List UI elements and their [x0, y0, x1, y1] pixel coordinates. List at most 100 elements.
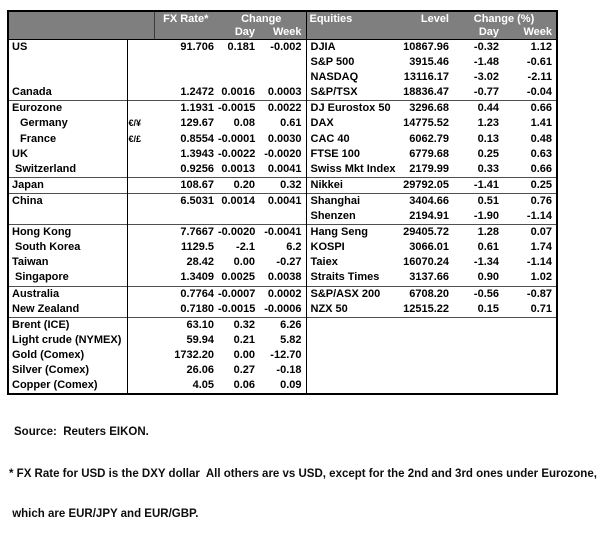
- market-table-body: US 91.706 0.181 -0.002 DJIA 10867.96 -0.32 1.12…: [8, 39, 557, 395]
- country-label: [8, 70, 128, 86]
- table-row: New Zealand 0.7180 -0.0015 -0.0006 NZX 50 125…: [8, 301, 557, 318]
- fx-week-change: -0.27: [259, 255, 307, 271]
- table-row: South Korea 1129.5 -2.1 6.2 KOSPI 3066.01 0.61…: [8, 240, 557, 256]
- fx-rate-value: [154, 70, 218, 85]
- fx-pair-symbol: [127, 176, 154, 194]
- equity-level: 29792.05: [397, 176, 453, 194]
- fx-day-change: [218, 70, 259, 85]
- country-label: [8, 209, 128, 225]
- fx-rate-value: 0.7764: [154, 285, 218, 302]
- equity-label: DJIA: [310, 41, 336, 53]
- fx-day-subheader: Day: [218, 25, 259, 40]
- fx-rate-value: 4.05: [192, 379, 214, 392]
- fx-change-column-header: Change: [218, 11, 306, 26]
- equity-label: Straits Times: [310, 271, 380, 284]
- equity-change-pct-column-header: Change (%): [453, 11, 557, 26]
- equity-label: Swiss Mkt Index: [310, 162, 396, 175]
- table-row: Shenzen 2194.91 -1.90 -1.14: [8, 209, 557, 225]
- fx-pair-symbol: [127, 85, 154, 101]
- equity-level: [397, 378, 453, 394]
- equity-level: 12515.22: [403, 302, 449, 315]
- fx-rate-value: 1.2472: [180, 86, 214, 99]
- footnote-line-1: * FX Rate for USD is the DXY dollar All …: [9, 467, 597, 480]
- fx-pair-symbol: [127, 192, 154, 210]
- equity-level: 3137.66: [409, 271, 449, 284]
- fx-pair-symbol: [127, 270, 154, 286]
- equity-week-change: 1.02: [530, 271, 552, 284]
- equities-column-header: Equities: [305, 11, 397, 26]
- table-row: China 6.5031 0.0014 0.0041 Shanghai 3404.66 0.…: [8, 192, 557, 210]
- equity-day-change: 1.28: [453, 224, 503, 241]
- equity-day-change: -1.48: [473, 56, 499, 69]
- fx-week-change: 0.0041: [259, 192, 307, 210]
- country-label: Australia: [8, 285, 128, 302]
- table-row: Germany €/¥ 129.67 0.08 0.61 DAX 14775.52 1.23 1…: [8, 116, 557, 132]
- equity-week-change: -0.61: [526, 56, 552, 69]
- country-label: Switzerland: [8, 161, 128, 178]
- country-label: Copper (Comex): [8, 378, 128, 395]
- equity-week-change: 0.25: [503, 176, 557, 194]
- equity-label: [306, 316, 397, 333]
- country-label: Light crude (NYMEX): [8, 332, 128, 348]
- equity-level: 16070.24: [403, 256, 449, 269]
- equity-label: FTSE 100: [310, 147, 361, 160]
- table-row: Gold (Comex) 1732.20 0.00 -12.70: [8, 347, 557, 363]
- equity-level: 14775.52: [403, 117, 449, 130]
- equity-day-change: 0.90: [477, 271, 499, 284]
- country-label: UK: [8, 146, 128, 162]
- equity-week-change: 0.66: [503, 100, 557, 117]
- equity-day-change: 0.13: [477, 132, 499, 145]
- equity-level: [397, 333, 453, 348]
- equity-level: 29405.72: [397, 224, 453, 241]
- fx-day-change: -0.0001: [218, 132, 256, 145]
- fx-pair-symbol: [127, 70, 154, 85]
- fx-day-change: 0.181: [227, 41, 255, 53]
- equity-day-change: -1.34: [473, 256, 499, 269]
- fx-pair-symbol: [127, 285, 154, 302]
- country-label: Gold (Comex): [8, 347, 128, 363]
- equity-label: [306, 348, 397, 363]
- equity-label: DJ Eurostox 50: [306, 100, 397, 117]
- equity-label: Hang Seng: [306, 224, 397, 241]
- fx-day-change: 0.06: [233, 379, 255, 392]
- fx-week-change: 6.2: [259, 240, 307, 256]
- fx-day-change: 0.00: [233, 348, 255, 361]
- table-row: S&P 500 3915.46 -1.48 -0.61: [8, 55, 557, 71]
- fx-pair-symbol: [127, 302, 154, 318]
- equity-day-change: -1.90: [473, 210, 499, 223]
- equity-week-change: -0.87: [503, 285, 557, 302]
- equity-label: [306, 333, 397, 348]
- equity-day-change: 1.23: [477, 117, 499, 130]
- fx-rate-value: 0.7180: [180, 302, 214, 315]
- equity-label: S&P/TSX: [310, 86, 358, 99]
- table-row: Taiwan 28.42 0.00 -0.27 Taiex 16070.24 -1.34 -1…: [8, 255, 557, 271]
- fx-week-change: 0.09: [259, 378, 307, 395]
- market-table: FX Rate* Change Equities Level Change (%…: [7, 10, 558, 396]
- fx-week-change: 5.82: [259, 332, 307, 348]
- table-header: FX Rate* Change Equities Level Change (%…: [8, 11, 557, 40]
- table-row: Silver (Comex) 26.06 0.27 -0.18: [8, 362, 557, 379]
- fx-week-change: -0.0041: [259, 224, 307, 241]
- equity-label: [306, 363, 397, 378]
- fx-day-change: 0.0016: [221, 86, 255, 99]
- equity-label: Nikkei: [306, 176, 397, 194]
- fx-day-change: 0.0025: [221, 271, 255, 284]
- equity-level: 6708.20: [397, 285, 453, 302]
- fx-week-change: -0.0020: [259, 146, 307, 162]
- fx-pair-symbol: [127, 316, 154, 333]
- equity-level: 3404.66: [397, 192, 453, 210]
- table-row: US 91.706 0.181 -0.002 DJIA 10867.96 -0.32 1.12: [8, 39, 557, 56]
- equity-day-change: -0.56: [453, 285, 503, 302]
- equity-week-change: [503, 348, 557, 363]
- equity-level: 6062.79: [409, 132, 449, 145]
- blank-header-cell: [154, 25, 218, 40]
- equity-level: 13116.17: [403, 71, 449, 84]
- equity-week-change: 0.07: [503, 224, 557, 241]
- equity-day-subheader: Day: [453, 25, 503, 40]
- fx-pair-symbol: [127, 255, 154, 270]
- country-label: Canada: [8, 85, 128, 101]
- fx-rate-value: 1732.20: [174, 348, 214, 361]
- country-label: Japan: [8, 176, 128, 194]
- country-label: Brent (ICE): [8, 316, 128, 333]
- fx-pair-symbol: [127, 224, 154, 241]
